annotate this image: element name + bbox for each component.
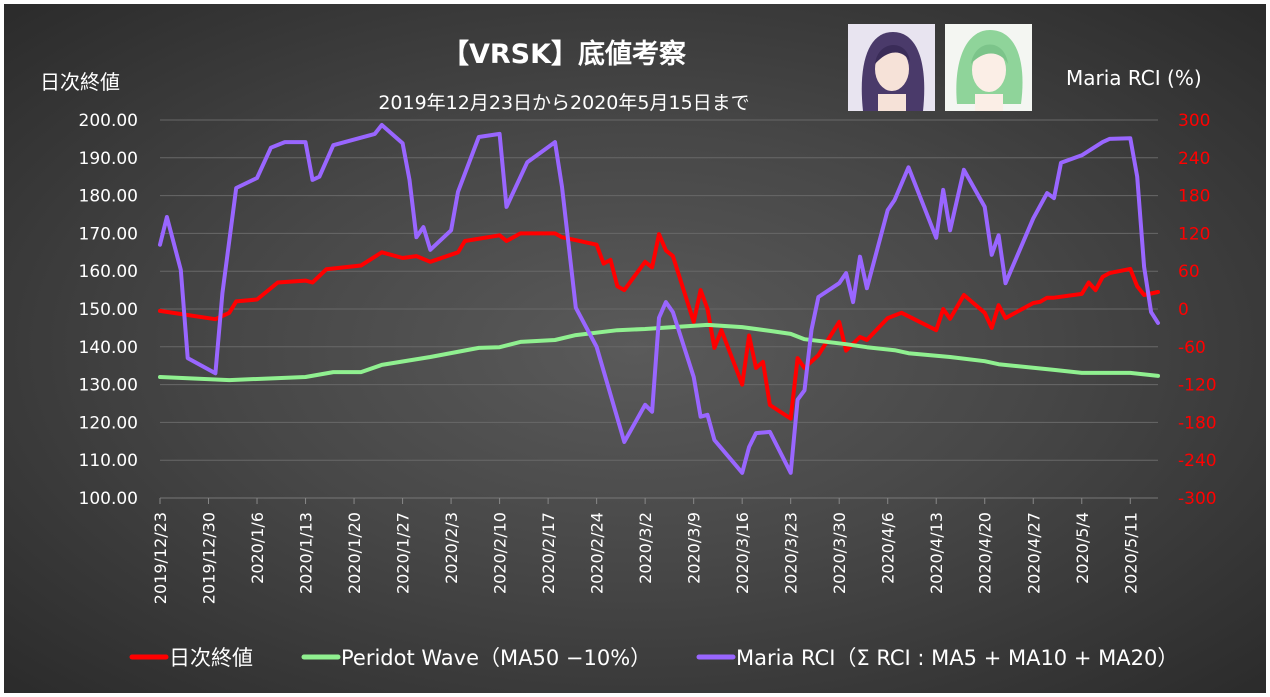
right-tick-label: -60 [1178, 338, 1206, 358]
chart-canvas: 【VRSK】底値考察 2019年12月23日から2020年5月15日まで 日次終… [4, 4, 1266, 693]
x-tick-label: 2020/1/27 [394, 512, 413, 594]
x-tick-label: 2020/3/23 [782, 512, 801, 594]
x-tick-label: 2019/12/30 [200, 512, 219, 604]
right-axis-title: Maria RCI (%) [1066, 66, 1202, 90]
x-tick-label: 2020/1/6 [248, 512, 267, 584]
right-tick-label: -120 [1178, 376, 1217, 396]
x-tick-label: 2020/3/2 [636, 512, 655, 584]
x-tick-label: 2020/5/11 [1121, 512, 1140, 594]
right-tick-label: -180 [1178, 413, 1217, 433]
left-tick-label: 140.00 [79, 338, 138, 358]
left-axis-title: 日次終値 [40, 70, 120, 94]
x-tick-label: 2020/4/20 [976, 512, 995, 594]
x-tick-label: 2020/3/16 [733, 512, 752, 594]
plot-area: 100.00 110.00 120.00 130.00 140.00 150.00 160.… [79, 111, 1217, 670]
series-line-2 [158, 123, 1160, 475]
x-tick-label: 2020/3/30 [830, 512, 849, 594]
left-tick-label: 160.00 [79, 262, 138, 282]
legend-label: Maria RCI（Σ RCI : MA5 + MA10 + MA20） [736, 646, 1178, 670]
left-tick-label: 100.00 [79, 489, 138, 509]
right-tick-label: 300 [1178, 111, 1210, 131]
right-tick-label: -300 [1178, 489, 1217, 509]
left-tick-label: 130.00 [79, 376, 138, 396]
left-tick-label: 110.00 [79, 451, 138, 471]
x-tick-label: 2020/2/17 [539, 512, 558, 594]
x-tick-label: 2020/2/3 [442, 512, 461, 584]
left-tick-label: 150.00 [79, 300, 138, 320]
right-tick-label: 240 [1178, 149, 1210, 169]
right-tick-label: 0 [1178, 300, 1189, 320]
legend-label: 日次終値 [169, 646, 253, 670]
right-tick-label: 60 [1178, 262, 1200, 282]
x-tick-label: 2020/2/24 [588, 512, 607, 594]
x-tick-label: 2020/5/4 [1073, 512, 1092, 584]
legend-label: Peridot Wave（MA50 −10%） [341, 646, 651, 670]
x-tick-label: 2020/4/27 [1024, 512, 1043, 594]
x-tick-label: 2020/4/13 [927, 512, 946, 594]
x-tick-label: 2020/3/9 [685, 512, 704, 584]
left-tick-label: 180.00 [79, 187, 138, 207]
series-line-0 [158, 231, 1160, 421]
x-tick-label: 2020/1/13 [297, 512, 316, 594]
x-tick-label: 2020/2/10 [491, 512, 510, 594]
chart-subtitle: 2019年12月23日から2020年5月15日まで [378, 92, 750, 114]
chart-title: 【VRSK】底値考察 [441, 39, 687, 70]
right-tick-label: 180 [1178, 187, 1210, 207]
series-line-1 [158, 322, 1160, 383]
x-tick-label: 2020/4/6 [879, 512, 898, 584]
right-tick-label: -240 [1178, 451, 1217, 471]
left-tick-label: 200.00 [79, 111, 138, 131]
x-tick-label: 2020/1/20 [345, 512, 364, 594]
x-tick-label: 2019/12/23 [151, 512, 170, 604]
avatar-green-hair [945, 24, 1032, 111]
right-tick-label: 120 [1178, 224, 1210, 244]
left-tick-label: 170.00 [79, 224, 138, 244]
left-tick-label: 120.00 [79, 413, 138, 433]
left-tick-label: 190.00 [79, 149, 138, 169]
avatar-purple-hair [848, 24, 935, 111]
